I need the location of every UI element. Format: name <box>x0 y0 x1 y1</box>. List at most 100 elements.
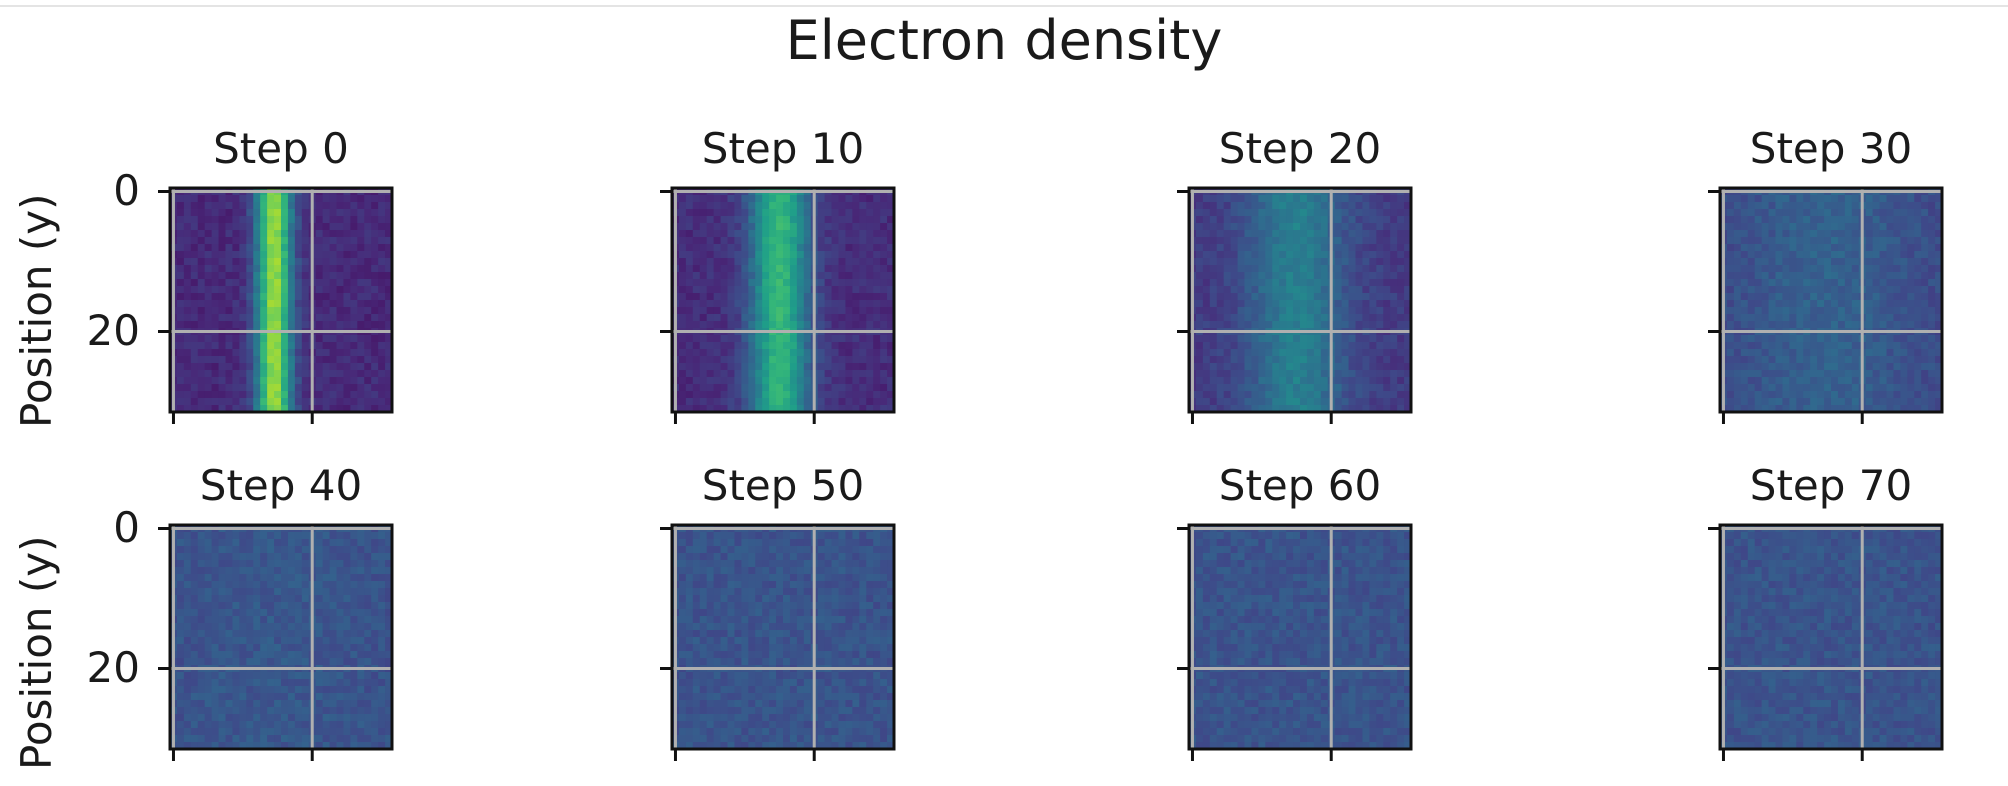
heatmap-cell <box>1313 230 1322 238</box>
heatmap-cell <box>713 300 722 308</box>
heatmap-cell <box>232 658 240 666</box>
heatmap-cell <box>343 237 351 245</box>
heatmap-cell <box>357 237 365 245</box>
heatmap-cell <box>859 286 867 294</box>
heatmap-cell <box>1279 370 1287 378</box>
heatmap-cell <box>1775 272 1784 280</box>
heatmap-cell <box>260 391 268 399</box>
heatmap-cell <box>762 216 770 224</box>
heatmap-cell <box>1747 356 1756 364</box>
heatmap-cell <box>748 272 756 280</box>
heatmap-cell <box>692 258 701 266</box>
heatmap-cell <box>225 398 234 406</box>
heatmap-cell <box>1789 251 1797 259</box>
heatmap-cell <box>1355 230 1364 238</box>
heatmap-cell <box>1202 314 1211 322</box>
heatmap-cell <box>1893 342 1901 350</box>
heatmap-cell <box>1789 300 1797 308</box>
heatmap-cell <box>727 356 736 364</box>
heatmap-cell <box>260 195 268 203</box>
heatmap-cell <box>1733 370 1742 378</box>
heatmap-cell <box>246 686 254 694</box>
heatmap-cell <box>301 546 310 554</box>
heatmap-cell <box>866 230 874 238</box>
heatmap-cell <box>1803 237 1811 245</box>
heatmap-cell <box>727 230 736 238</box>
heatmap-cell <box>1921 251 1929 259</box>
heatmap-cell <box>1383 335 1391 343</box>
heatmap-cell <box>281 553 289 561</box>
heatmap-cell <box>1265 251 1273 259</box>
heatmap-cell <box>176 258 185 266</box>
heatmap-cell <box>183 567 192 575</box>
heatmap-cell <box>357 630 365 638</box>
heatmap-cell <box>734 370 742 378</box>
heatmap-cell <box>1740 307 1749 315</box>
heatmap-cell <box>776 321 784 329</box>
heatmap-cell <box>364 539 372 547</box>
heatmap-cell <box>727 363 736 371</box>
heatmap-cell <box>831 314 840 322</box>
heatmap-cell <box>1306 279 1315 287</box>
heatmap-cell <box>831 377 840 385</box>
heatmap-cell <box>873 349 881 357</box>
heatmap-cell <box>887 377 895 385</box>
heatmap-cell <box>1251 272 1259 280</box>
heatmap-cell <box>824 314 833 322</box>
heatmap-cell <box>1921 279 1929 287</box>
heatmap-cell <box>364 644 372 652</box>
heatmap-cell <box>246 567 254 575</box>
heatmap-cell <box>183 251 192 259</box>
heatmap-cell <box>1900 405 1908 413</box>
heatmap-cell <box>253 384 261 392</box>
heatmap-cell <box>350 384 358 392</box>
heatmap-cell <box>336 581 345 589</box>
heatmap-cell <box>1900 223 1908 231</box>
heatmap-cell <box>1341 335 1350 343</box>
heatmap-cell <box>385 216 393 224</box>
heatmap-cell <box>176 693 185 701</box>
heatmap-cell <box>1921 349 1929 357</box>
heatmap-cell <box>322 651 331 659</box>
heatmap-cell <box>197 700 206 708</box>
heatmap-cell <box>1216 314 1225 322</box>
heatmap-cell <box>322 370 331 378</box>
heatmap-cell <box>1237 223 1246 231</box>
heatmap-cell <box>769 216 777 224</box>
heatmap-cell <box>1251 363 1259 371</box>
heatmap-cell <box>685 230 694 238</box>
heatmap-cell <box>741 258 749 266</box>
heatmap-cell <box>1313 307 1322 315</box>
heatmap-cell <box>685 391 694 399</box>
heatmap-cell <box>1397 216 1405 224</box>
heatmap-cell <box>246 588 254 596</box>
heatmap-cell <box>1865 209 1874 217</box>
heatmap-cell <box>1244 349 1253 357</box>
heatmap-cell <box>267 405 275 413</box>
heatmap-cell <box>845 202 853 210</box>
heatmap-cell <box>1230 356 1239 364</box>
heatmap-cell <box>1824 279 1832 287</box>
heatmap-cell <box>1279 314 1287 322</box>
heatmap-cell <box>1900 307 1908 315</box>
heatmap-cell <box>769 265 777 273</box>
heatmap-cell <box>1789 216 1797 224</box>
heatmap-cell <box>1761 384 1770 392</box>
heatmap-cell <box>1293 300 1301 308</box>
heatmap-cell <box>322 567 331 575</box>
heatmap-cell <box>274 244 282 252</box>
heatmap-cell <box>253 363 261 371</box>
panel-title: Step 60 <box>1218 461 1382 510</box>
heatmap-cell <box>1355 223 1364 231</box>
heatmap-cell <box>1928 349 1936 357</box>
panel-title: Step 40 <box>199 461 363 510</box>
heatmap-cell <box>1865 251 1874 259</box>
heatmap-cell <box>887 237 895 245</box>
heatmap-cell <box>817 391 826 399</box>
heatmap-cell <box>1258 216 1266 224</box>
heatmap-cell <box>1390 279 1398 287</box>
heatmap-cell <box>301 567 310 575</box>
heatmap-cell <box>1935 321 1943 329</box>
heatmap-cell <box>880 195 888 203</box>
heatmap-cell <box>1244 307 1253 315</box>
